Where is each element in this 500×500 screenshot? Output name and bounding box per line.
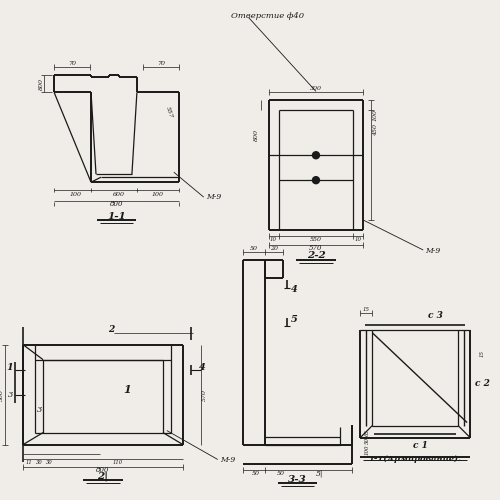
Text: 557: 557 bbox=[164, 106, 173, 119]
Text: 100: 100 bbox=[365, 444, 370, 455]
Text: с 1: с 1 bbox=[414, 441, 428, 450]
Text: 100: 100 bbox=[69, 192, 81, 196]
Text: М-9: М-9 bbox=[425, 247, 440, 255]
Text: 800: 800 bbox=[38, 78, 44, 90]
Text: 570: 570 bbox=[309, 244, 322, 252]
Text: 15: 15 bbox=[363, 308, 370, 312]
Text: 800: 800 bbox=[96, 466, 110, 474]
Text: 5: 5 bbox=[291, 316, 298, 324]
Text: 1-1(Армирование).: 1-1(Армирование). bbox=[368, 456, 462, 464]
Text: 50: 50 bbox=[252, 471, 260, 476]
Text: 550: 550 bbox=[310, 236, 322, 242]
Text: с 2: с 2 bbox=[475, 379, 490, 388]
Text: 600: 600 bbox=[113, 192, 125, 196]
Text: 5|: 5| bbox=[316, 470, 323, 478]
Text: 20: 20 bbox=[270, 246, 278, 250]
Text: М-9: М-9 bbox=[206, 193, 221, 201]
Text: 50: 50 bbox=[250, 246, 258, 250]
Text: 800: 800 bbox=[254, 130, 259, 141]
Text: 110: 110 bbox=[113, 460, 123, 465]
Text: 100: 100 bbox=[152, 192, 164, 196]
Text: 30: 30 bbox=[46, 460, 52, 465]
Text: 1-1: 1-1 bbox=[107, 212, 126, 220]
Text: 11: 11 bbox=[26, 460, 32, 465]
Text: 450: 450 bbox=[373, 124, 378, 136]
Text: 50: 50 bbox=[365, 437, 370, 444]
Circle shape bbox=[312, 176, 320, 184]
Text: 3: 3 bbox=[36, 406, 42, 413]
Text: 50: 50 bbox=[276, 471, 284, 476]
Circle shape bbox=[312, 152, 320, 158]
Text: 800: 800 bbox=[110, 200, 123, 208]
Text: 30: 30 bbox=[36, 460, 43, 465]
Text: 15: 15 bbox=[480, 350, 484, 357]
Text: 70: 70 bbox=[157, 61, 165, 66]
Text: 2-2: 2-2 bbox=[306, 252, 326, 260]
Text: 4: 4 bbox=[200, 363, 206, 372]
Text: 65: 65 bbox=[365, 429, 370, 436]
Text: 3-3: 3-3 bbox=[288, 475, 307, 484]
Text: 1: 1 bbox=[123, 384, 131, 395]
Text: 1: 1 bbox=[6, 363, 13, 372]
Text: с 3: с 3 bbox=[428, 312, 442, 320]
Text: 10: 10 bbox=[270, 236, 277, 242]
Text: М-9: М-9 bbox=[220, 456, 235, 464]
Text: 100: 100 bbox=[373, 110, 378, 122]
Text: 2: 2 bbox=[108, 326, 114, 334]
Text: 300: 300 bbox=[0, 388, 4, 400]
Text: 2|: 2| bbox=[98, 472, 108, 481]
Text: 300: 300 bbox=[310, 86, 322, 91]
Text: 10: 10 bbox=[355, 236, 362, 242]
Text: Отверстие ф40: Отверстие ф40 bbox=[230, 12, 304, 20]
Text: 70: 70 bbox=[68, 61, 76, 66]
Text: 3: 3 bbox=[8, 390, 13, 398]
Text: 4: 4 bbox=[291, 286, 298, 294]
Text: 570: 570 bbox=[202, 388, 207, 400]
